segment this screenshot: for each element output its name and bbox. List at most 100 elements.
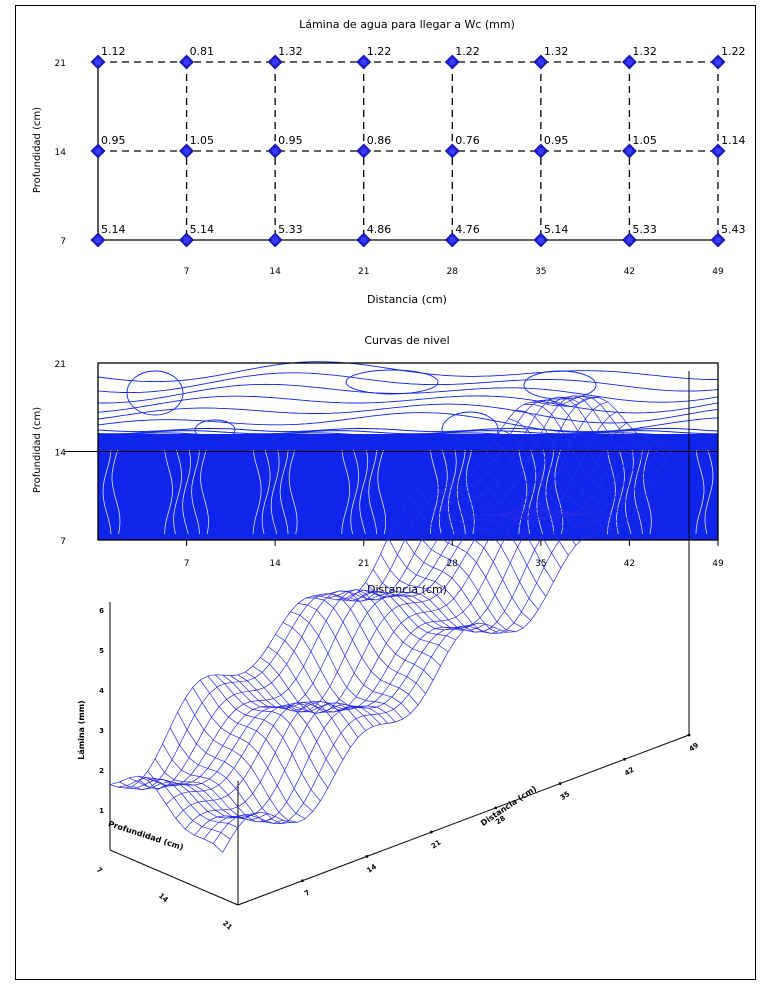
point-label: 1.32 (544, 45, 569, 58)
contour-line-white (359, 449, 369, 535)
contour-line (97, 434, 719, 439)
y-tick-label: 14 (55, 449, 67, 459)
x-tick-label: 14 (269, 559, 281, 569)
contour-line-white (377, 449, 387, 535)
x-tick (687, 733, 691, 737)
contour-line-white (643, 449, 652, 535)
contour-line (97, 438, 719, 444)
contour-loop (194, 419, 236, 441)
contour-line-white (261, 449, 271, 535)
contour-line-white (288, 449, 298, 535)
chart2-title: Curvas de nivel (364, 334, 449, 347)
contour-line-white (527, 449, 537, 535)
mesh-line (275, 634, 389, 724)
chart3-ylabel: Profundidad (cm) (107, 819, 185, 852)
x-tick-label: 42 (623, 766, 636, 778)
figure-frame (15, 5, 756, 980)
contour-line-white (279, 449, 289, 535)
mesh-line (128, 396, 580, 789)
chart3-axes (109, 371, 690, 906)
mesh-line (335, 589, 449, 653)
point-label: 0.95 (101, 134, 126, 147)
data-point-core (183, 236, 190, 244)
contour-line (97, 412, 719, 433)
point-label: 0.76 (455, 134, 480, 147)
chart3-zlabel: Lámina (mm) (77, 700, 86, 759)
contour-line-white (270, 449, 280, 535)
mesh-line (207, 675, 321, 802)
mesh-line (252, 665, 366, 731)
mesh-line (213, 441, 665, 844)
point-label: 5.43 (721, 223, 746, 236)
point-label: 1.12 (101, 45, 126, 58)
z-tick-label: 5 (99, 647, 104, 655)
data-point-core (626, 147, 633, 155)
x-tick-label: 28 (447, 559, 459, 569)
contour-line-white (182, 449, 192, 535)
mesh-line (312, 593, 426, 694)
mesh-line (109, 401, 562, 789)
contour-line (97, 361, 718, 383)
mesh-line (156, 401, 609, 791)
point-label: 5.14 (190, 223, 215, 236)
y-tick-label: 7 (60, 537, 66, 547)
mesh-line (138, 395, 590, 787)
contour-loop (126, 370, 184, 416)
y-tick-label: 7 (95, 866, 104, 875)
data-point-core (537, 58, 545, 66)
z-tick-label: 6 (99, 607, 104, 615)
mesh-line (203, 440, 656, 840)
y-tick-label: 14 (157, 892, 170, 904)
contour-line-white (616, 449, 625, 535)
contour-line-white (518, 449, 528, 535)
point-label: 5.14 (544, 223, 569, 236)
mesh-line (147, 771, 261, 819)
y-tick-label: 14 (55, 148, 67, 158)
chart1-ticks: 7 14 21 28 35 42 49 7 14 21 (55, 59, 724, 277)
point-label: 4.76 (455, 223, 480, 236)
point-label: 1.22 (455, 45, 480, 58)
contour-line (97, 443, 719, 448)
contour-line-white (252, 449, 262, 535)
chart1-xlabel: Distancia (cm) (367, 293, 447, 306)
data-point-core (714, 58, 722, 66)
contour-line-white (429, 449, 439, 535)
x-tick-label: 21 (358, 267, 369, 277)
point-label: 5.33 (278, 223, 303, 236)
data-point-core (449, 147, 456, 155)
x-tick (429, 830, 433, 834)
x-tick-label: 42 (624, 267, 635, 277)
y-tick-label: 21 (55, 360, 66, 370)
x-tick-label: 35 (535, 559, 546, 569)
mesh-line (119, 399, 571, 791)
chart2-contour-plot (64, 361, 719, 541)
x-tick-label: 42 (624, 559, 635, 569)
data-point-core (271, 58, 279, 66)
contour-line-white (695, 449, 705, 535)
contour-line (97, 441, 719, 446)
data-point-core (714, 236, 722, 244)
mesh-line (184, 432, 637, 830)
contour-line-white (200, 449, 210, 535)
x-tick-label: 28 (447, 267, 459, 277)
mesh-line (175, 422, 627, 819)
contour-line-white (704, 449, 714, 535)
data-point-core (537, 147, 545, 155)
mesh-line (260, 657, 374, 727)
point-label: 1.05 (190, 134, 215, 147)
contour-loop (523, 370, 597, 400)
chart2-ylabel: Profundidad (cm) (32, 407, 43, 493)
z-tick-label: 4 (99, 687, 104, 695)
mesh-line (147, 396, 599, 785)
point-label: 0.86 (367, 134, 392, 147)
data-point-core (714, 147, 722, 155)
contour-line (97, 432, 719, 437)
x-tick-label: 7 (184, 559, 190, 569)
contour-line-white (173, 449, 182, 535)
point-label: 1.14 (721, 134, 746, 147)
data-point-core (94, 236, 102, 244)
x-tick-label: 21 (358, 559, 369, 569)
contour-line-white (607, 449, 616, 535)
contour-line-white (368, 449, 378, 535)
z-tick-label: 3 (99, 727, 104, 735)
